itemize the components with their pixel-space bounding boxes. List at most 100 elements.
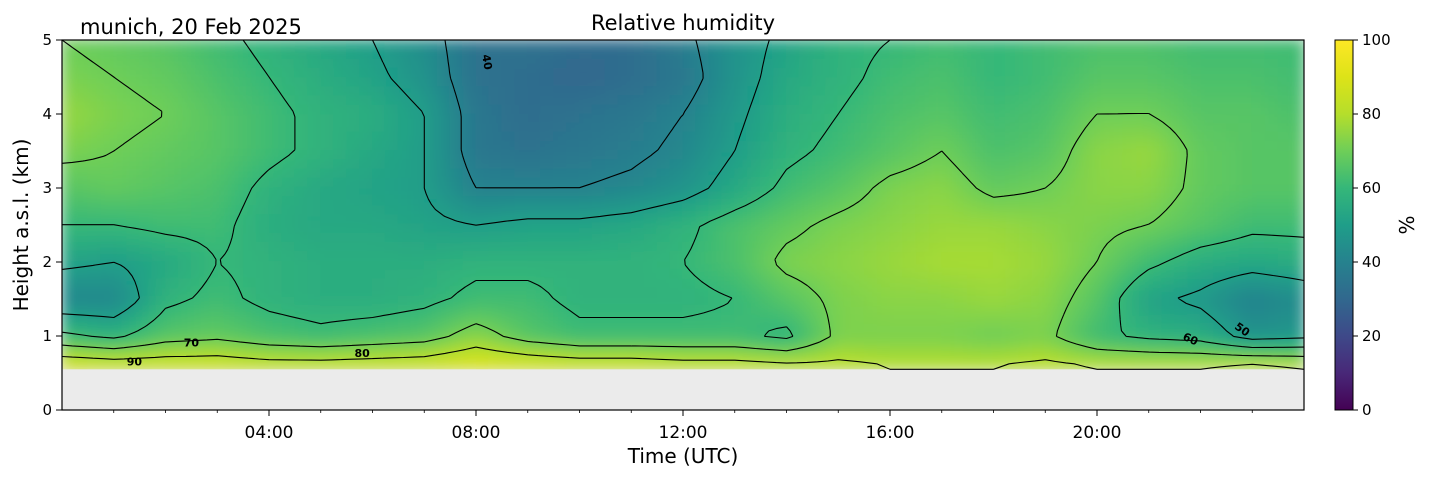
heatmap-cell [1212, 85, 1227, 96]
heatmap-cell [630, 195, 645, 206]
heatmap-cell [1290, 213, 1304, 224]
heatmap-cell [721, 332, 736, 343]
heatmap-cell [1212, 240, 1227, 251]
heatmap-cell [372, 185, 386, 197]
heatmap-cell [1109, 341, 1124, 352]
heatmap-cell [1031, 341, 1046, 352]
x-tick-label: 04:00 [245, 423, 294, 443]
heatmap-cell [87, 76, 102, 87]
heatmap-cell [410, 85, 425, 96]
heatmap-cell [824, 185, 839, 197]
heatmap-cell [928, 167, 943, 178]
heatmap-cell [553, 112, 568, 123]
heatmap-cell [514, 185, 529, 197]
heatmap-cell [669, 140, 684, 151]
heatmap-cell [656, 277, 671, 288]
heatmap-cell [1174, 140, 1189, 151]
heatmap-cell [708, 323, 723, 334]
heatmap-cell [1044, 167, 1059, 178]
heatmap-cell [87, 176, 102, 187]
heatmap-cell [1148, 222, 1163, 233]
heatmap-cell [1187, 313, 1201, 325]
heatmap-cell [941, 359, 956, 370]
heatmap-cell [255, 231, 270, 242]
heatmap-cell [113, 195, 128, 206]
heatmap-cell [501, 259, 516, 270]
heatmap-cell [954, 222, 969, 233]
heatmap-cell [786, 158, 800, 169]
heatmap-cell [1212, 112, 1227, 123]
heatmap-cell [617, 268, 632, 279]
heatmap-cell [1290, 222, 1304, 233]
heatmap-cell [566, 57, 580, 68]
heatmap-cell [928, 76, 943, 87]
heatmap-cell [152, 112, 166, 123]
heatmap-cell [1148, 268, 1163, 279]
heatmap-cell [281, 130, 296, 142]
heatmap-cell [152, 167, 166, 178]
heatmap-cell [139, 185, 154, 197]
heatmap-cell [359, 66, 373, 78]
heatmap-cell [980, 103, 994, 114]
heatmap-cell [1057, 185, 1072, 197]
heatmap-cell [475, 350, 490, 361]
heatmap-cell [449, 341, 464, 352]
heatmap-cell [747, 204, 762, 215]
heatmap-cell [630, 112, 645, 123]
heatmap-cell [527, 240, 542, 251]
heatmap-cell [359, 323, 373, 334]
heatmap-cell [604, 204, 619, 215]
heatmap-cell [410, 277, 425, 288]
heatmap-cell [475, 40, 490, 50]
heatmap-cell [734, 295, 749, 306]
heatmap-cell [87, 66, 102, 78]
heatmap-cell [617, 167, 632, 178]
heatmap-cell [242, 231, 257, 242]
heatmap-cell [514, 323, 529, 334]
heatmap-cell [1122, 103, 1137, 114]
heatmap-cell [1174, 277, 1189, 288]
heatmap-cell [928, 341, 943, 352]
heatmap-cell [1264, 268, 1279, 279]
heatmap-cell [928, 213, 943, 224]
heatmap-cell [656, 57, 671, 68]
heatmap-cell [501, 149, 516, 160]
contour-line-40 [444, 40, 704, 189]
heatmap-cell [113, 259, 128, 270]
heatmap-cell [915, 277, 930, 288]
heatmap-cell [165, 158, 179, 169]
heatmap-cell [384, 304, 399, 315]
heatmap-cell [100, 341, 115, 352]
heatmap-cell [643, 195, 658, 206]
heatmap-cell [216, 130, 231, 142]
heatmap-cell [1109, 231, 1124, 242]
heatmap-cell [165, 57, 179, 68]
heatmap-cell [798, 304, 813, 315]
heatmap-cell [721, 268, 736, 279]
heatmap-cell [1005, 240, 1020, 251]
heatmap-cell [1148, 121, 1163, 132]
heatmap-cell [462, 48, 477, 59]
heatmap-cell [643, 167, 658, 178]
heatmap-cell [1031, 103, 1046, 114]
heatmap-cell [850, 76, 865, 87]
heatmap-cell [928, 350, 943, 361]
heatmap-cell [333, 112, 348, 123]
heatmap-cell [384, 94, 399, 105]
heatmap-cell [1148, 341, 1163, 352]
heatmap-cell [734, 213, 749, 224]
heatmap-cell [928, 94, 943, 105]
heatmap-cell [1290, 286, 1304, 297]
heatmap-cell [62, 249, 76, 261]
x-tick-label: 08:00 [452, 423, 501, 443]
heatmap-cell [449, 76, 464, 87]
heatmap-cell [954, 249, 969, 261]
heatmap-cell [980, 57, 994, 68]
heatmap-cell [786, 57, 800, 68]
heatmap-cell [139, 350, 154, 361]
heatmap-cell [643, 57, 658, 68]
heatmap-cell [255, 176, 270, 187]
heatmap-cell [488, 277, 503, 288]
heatmap-cell [941, 195, 956, 206]
